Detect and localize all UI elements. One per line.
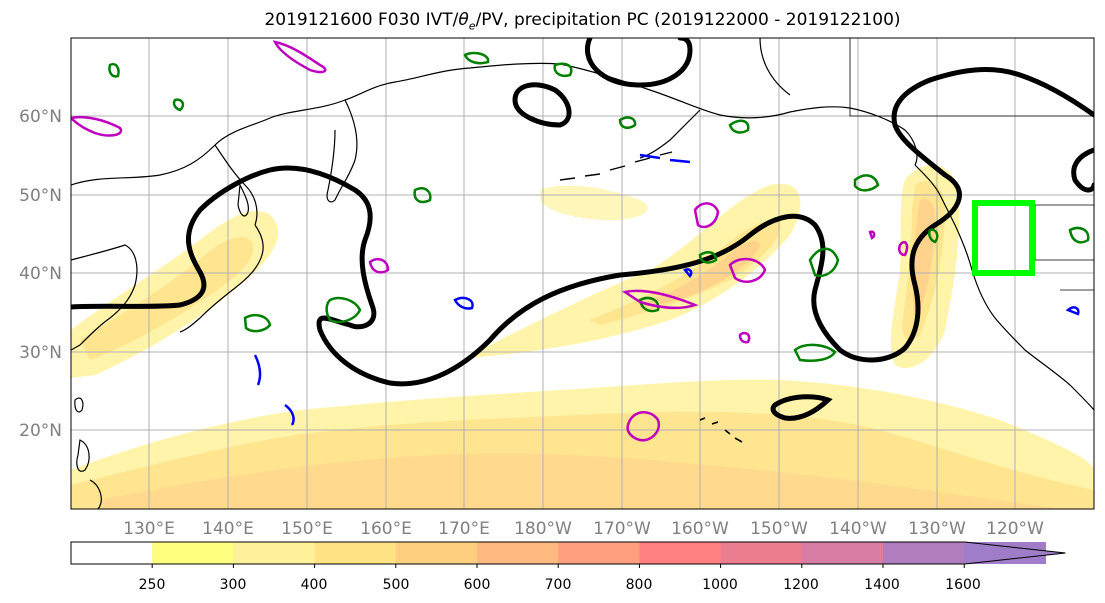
map-content	[71, 38, 1094, 509]
colorbar-segment	[395, 542, 478, 564]
colorbar-segment	[639, 542, 722, 564]
lat-label-20: 20°N	[19, 421, 62, 441]
colorbar-segment	[477, 542, 559, 564]
lon-label-150e: 150°E	[281, 519, 333, 539]
lon-label-140w: 140°W	[829, 519, 887, 539]
colorbar-segment	[314, 542, 397, 564]
lon-label-120w: 120°W	[986, 519, 1044, 539]
map-frame	[70, 37, 1095, 510]
colorbar-tick-1400: 1400	[864, 577, 900, 593]
map-title-suffix: /PV, precipitation PC (2019122000 - 2019…	[475, 10, 901, 30]
colorbar-tick-1200: 1200	[783, 577, 819, 593]
colorbar-segment	[883, 542, 965, 564]
colorbar-tick-800: 800	[626, 577, 653, 593]
colorbar-segment	[152, 542, 234, 564]
lon-label-160e: 160°E	[360, 519, 412, 539]
lat-label-30: 30°N	[19, 343, 62, 363]
map-title-theta-sub: e	[468, 19, 476, 33]
colorbar-outline	[70, 541, 1066, 565]
map-title-theta: θ	[458, 10, 469, 30]
colorbar-tick-labels: 250 300 400 500 600 700 800 1000 1200 14…	[139, 577, 981, 593]
lat-label-40: 40°N	[19, 264, 62, 284]
colorbar-segment	[233, 542, 316, 564]
pv-contours-magenta	[71, 40, 909, 442]
lon-label-180w: 180°W	[514, 519, 572, 539]
focus-region-box	[972, 200, 1035, 276]
lon-label-130e: 130°E	[123, 519, 175, 539]
colorbar-tick-500: 500	[383, 577, 410, 593]
colorbar-segment	[71, 542, 153, 564]
colorbar-tick-250: 250	[139, 577, 166, 593]
map-title: 2019121600 F030 IVT/θe/PV, precipitation…	[0, 10, 1105, 32]
colorbar-tick-300: 300	[220, 577, 247, 593]
colorbar-segment	[720, 542, 803, 564]
lon-label-140e: 140°E	[202, 519, 254, 539]
colorbar-tick-600: 600	[464, 577, 491, 593]
lon-label-170w: 170°W	[593, 519, 651, 539]
pv-contours-blue	[253, 153, 1080, 426]
colorbar-extend-arrow	[964, 542, 1066, 564]
theta-e-contours	[71, 38, 1094, 421]
lon-label-160w: 160°W	[671, 519, 729, 539]
map-title-prefix: 2019121600 F030 IVT/	[264, 10, 459, 30]
colorbar-tick-400: 400	[301, 577, 328, 593]
coastlines	[71, 38, 1094, 509]
graticule	[71, 38, 1094, 509]
colorbar-segment	[558, 542, 640, 564]
ivt-shading	[71, 165, 1094, 509]
colorbar-tick-1000: 1000	[702, 577, 738, 593]
colorbar-tick-1600: 1600	[945, 577, 981, 593]
colorbar-segment	[801, 542, 884, 564]
lat-label-60: 60°N	[19, 107, 62, 127]
pv-contours-green	[108, 51, 1090, 362]
lat-label-50: 50°N	[19, 186, 62, 206]
colorbar-tick-700: 700	[545, 577, 572, 593]
lon-label-130w: 130°W	[908, 519, 966, 539]
lon-label-150w: 150°W	[750, 519, 808, 539]
colorbar	[70, 541, 1066, 568]
lat-labels: 60°N 50°N 40°N 30°N 20°N	[19, 107, 62, 441]
lon-label-170e: 170°E	[438, 519, 490, 539]
lon-labels: 130°E 140°E 150°E 160°E 170°E 180°W 170°…	[123, 519, 1044, 539]
